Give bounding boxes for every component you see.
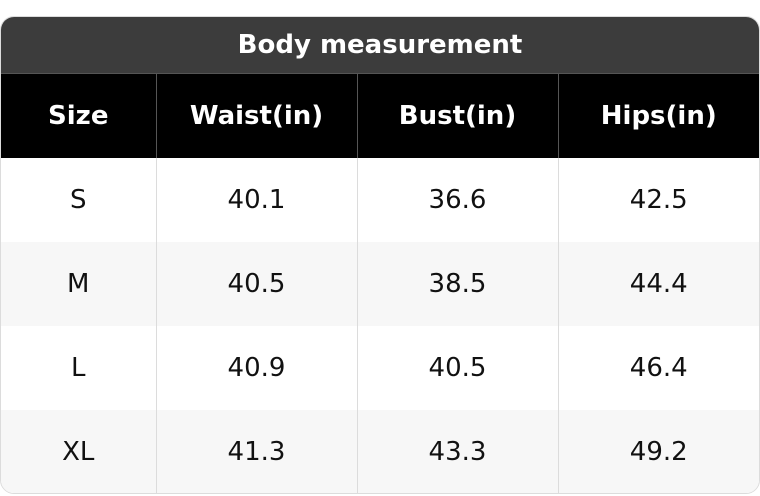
measurement-card: Body measurement Size Waist(in) Bust(in) Hi… <box>0 16 760 494</box>
table-title: Body measurement <box>1 17 759 74</box>
size-cell: M <box>1 242 156 326</box>
column-header: Hips(in) <box>557 74 759 158</box>
size-cell: S <box>69 185 87 215</box>
table-row: M 40.5 38.5 44.4 <box>1 242 759 326</box>
size-cell: XL <box>1 410 156 493</box>
measurement-cell: 40.5 <box>155 242 357 326</box>
measurement-cell: 38.5 <box>356 242 558 326</box>
measurement-cell: 40.5 <box>356 326 558 410</box>
table-row: L 40.9 40.5 46.4 <box>1 326 759 410</box>
measurement-cell: 43.3 <box>356 410 558 493</box>
measurement-table: Size Waist(in) Bust(in) Hips(in) S 40.1 36.6 4… <box>1 74 759 493</box>
measurement-cell: 49.2 <box>557 410 759 493</box>
size-cell: L <box>71 353 86 383</box>
measurement-cell: 40.9 <box>155 326 357 410</box>
column-header: Waist(in) <box>155 74 357 158</box>
measurement-cell: 40.1 <box>155 158 357 242</box>
column-header: Size <box>1 74 156 158</box>
header-row: Size Waist(in) Bust(in) Hips(in) <box>1 74 759 158</box>
table-row: XL 41.3 43.3 49.2 <box>1 410 759 493</box>
column-header: Bust(in) <box>356 74 558 158</box>
table-body: S 40.1 36.6 42.5 M 40.5 38.5 44.4 L 40.9 40.5 46.4 X… <box>1 158 759 493</box>
measurement-cell: 42.5 <box>557 158 759 242</box>
measurement-cell: 44.4 <box>557 242 759 326</box>
measurement-cell: 36.6 <box>356 158 558 242</box>
measurement-cell: 46.4 <box>557 326 759 410</box>
table-row: S 40.1 36.6 42.5 <box>1 158 759 242</box>
measurement-cell: 41.3 <box>155 410 357 493</box>
